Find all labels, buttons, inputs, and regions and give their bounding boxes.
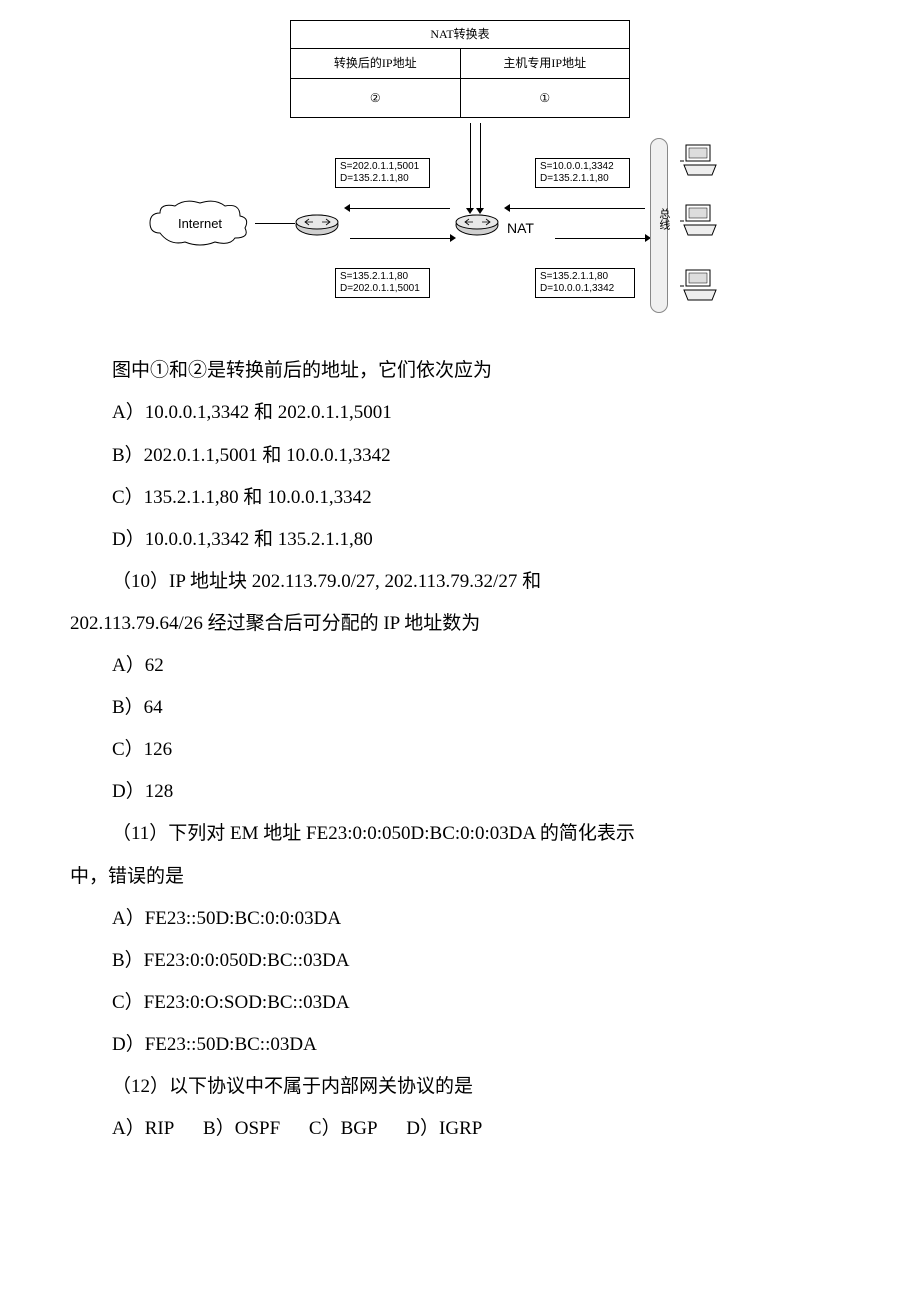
packet-dst: D=135.2.1.1,80 [540, 173, 625, 185]
q11-option-d: D）FE23::50D:BC::03DA [112, 1027, 850, 1063]
network-topology: Internet NAT [205, 123, 715, 333]
packet-dst: D=202.0.1.1,5001 [340, 283, 425, 295]
q12-option-d: D）IGRP [406, 1118, 482, 1139]
q9-option-d: D）10.0.0.1,3342 和 135.2.1.1,80 [112, 522, 850, 558]
packet-src: S=10.0.0.1,3342 [540, 161, 625, 173]
q10-option-c: C）126 [112, 732, 850, 768]
computer-icon [680, 203, 720, 238]
arrow-left [350, 208, 450, 209]
q9-option-b: B）202.0.1.1,5001 和 10.0.0.1,3342 [112, 438, 850, 474]
packet-src: S=135.2.1.1,80 [340, 271, 425, 283]
router-icon [295, 213, 340, 235]
arrow-down [480, 123, 481, 208]
q10-option-d: D）128 [112, 774, 850, 810]
link-line [255, 223, 295, 224]
q9-option-c: C）135.2.1.1,80 和 10.0.0.1,3342 [112, 480, 850, 516]
bus-label: 总线 [653, 208, 674, 230]
packet-dst: D=135.2.1.1,80 [340, 173, 425, 185]
q10-option-a: A）62 [112, 648, 850, 684]
question-9-intro: 图中①和②是转换前后的地址，它们依次应为 [112, 353, 850, 389]
question-11-line1: （11）下列对 EM 地址 FE23:0:0:050D:BC:0:0:03DA … [112, 816, 850, 852]
internet-cloud-icon: Internet [145, 198, 255, 248]
q9-option-a: A）10.0.0.1,3342 和 202.0.1.1,5001 [112, 395, 850, 431]
nat-router-icon [455, 213, 500, 235]
nat-label: NAT [507, 215, 534, 242]
internet-label: Internet [178, 216, 222, 231]
nat-table-title: NAT转换表 [291, 21, 629, 49]
packet-box: S=135.2.1.1,80 D=10.0.0.1,3342 [535, 268, 635, 298]
q11-option-b: B）FE23:0:0:050D:BC::03DA [112, 943, 850, 979]
nat-col-header-left: 转换后的IP地址 [291, 49, 461, 78]
nat-conversion-table: NAT转换表 转换后的IP地址 主机专用IP地址 ② ① [290, 20, 630, 118]
question-12-heading: （12）以下协议中不属于内部网关协议的是 [112, 1069, 850, 1105]
arrow-right [350, 238, 450, 239]
packet-box: S=10.0.0.1,3342 D=135.2.1.1,80 [535, 158, 630, 188]
q10-option-b: B）64 [112, 690, 850, 726]
q11-option-a: A）FE23::50D:BC:0:0:03DA [112, 901, 850, 937]
computer-icon [680, 268, 720, 303]
packet-dst: D=10.0.0.1,3342 [540, 283, 630, 295]
nat-diagram: NAT转换表 转换后的IP地址 主机专用IP地址 ② ① Internet [205, 20, 715, 333]
nat-col-header-right: 主机专用IP地址 [461, 49, 630, 78]
arrow-right [555, 238, 645, 239]
arrow-left [510, 208, 645, 209]
question-11-line2: 中，错误的是 [70, 859, 850, 895]
nat-value-left: ② [291, 79, 461, 118]
q11-option-c: C）FE23:0:O:SOD:BC::03DA [112, 985, 850, 1021]
question-10-line2: 202.113.79.64/26 经过聚合后可分配的 IP 地址数为 [70, 606, 850, 642]
computer-icon [680, 143, 720, 178]
arrow-down [470, 123, 471, 208]
packet-box: S=135.2.1.1,80 D=202.0.1.1,5001 [335, 268, 430, 298]
packet-src: S=135.2.1.1,80 [540, 271, 630, 283]
q12-option-a: A）RIP [112, 1118, 174, 1139]
packet-src: S=202.0.1.1,5001 [340, 161, 425, 173]
q12-option-c: C）BGP [309, 1118, 378, 1139]
q12-options: A）RIP B）OSPF C）BGP D）IGRP [112, 1111, 850, 1147]
nat-value-right: ① [461, 79, 630, 118]
question-10-line1: （10）IP 地址块 202.113.79.0/27, 202.113.79.3… [112, 564, 850, 600]
packet-box: S=202.0.1.1,5001 D=135.2.1.1,80 [335, 158, 430, 188]
q12-option-b: B）OSPF [203, 1118, 280, 1139]
